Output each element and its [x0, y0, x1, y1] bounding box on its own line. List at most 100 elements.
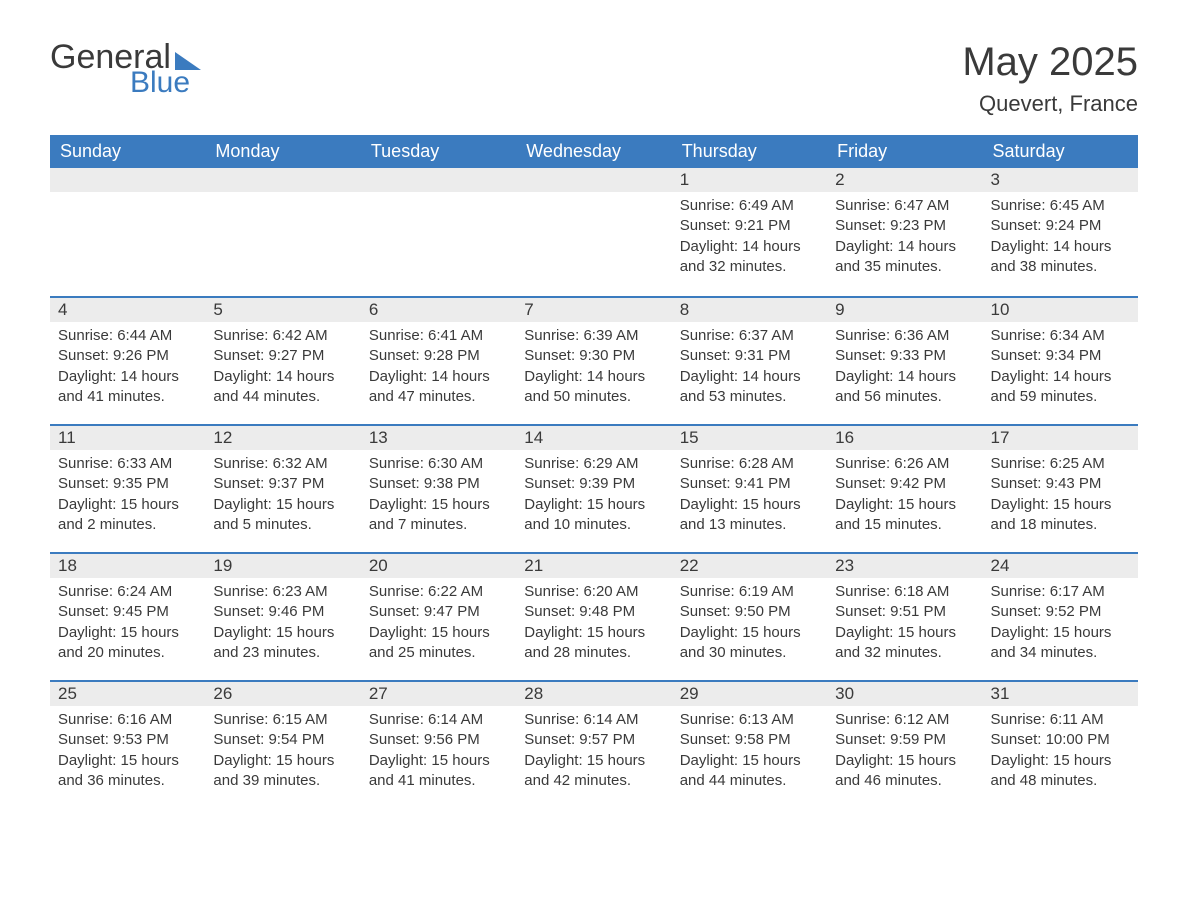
daylight-text: Daylight: 14 hours and 50 minutes.: [524, 367, 663, 408]
calendar-day-cell: 22Sunrise: 6:19 AMSunset: 9:50 PMDayligh…: [672, 552, 827, 680]
day-details: Sunrise: 6:17 AMSunset: 9:52 PMDaylight:…: [983, 578, 1138, 673]
day-details: Sunrise: 6:18 AMSunset: 9:51 PMDaylight:…: [827, 578, 982, 673]
sunset-text: Sunset: 9:45 PM: [58, 602, 197, 622]
calendar-week-row: 1Sunrise: 6:49 AMSunset: 9:21 PMDaylight…: [50, 168, 1138, 296]
sunset-text: Sunset: 9:53 PM: [58, 730, 197, 750]
sunrise-text: Sunrise: 6:36 AM: [835, 326, 974, 346]
day-number-bar-empty: [50, 168, 205, 192]
daylight-text: Daylight: 15 hours and 2 minutes.: [58, 495, 197, 536]
daylight-text: Daylight: 15 hours and 7 minutes.: [369, 495, 508, 536]
sunrise-text: Sunrise: 6:44 AM: [58, 326, 197, 346]
day-number: 28: [516, 680, 671, 706]
day-number: 19: [205, 552, 360, 578]
day-details: Sunrise: 6:42 AMSunset: 9:27 PMDaylight:…: [205, 322, 360, 417]
daylight-text: Daylight: 14 hours and 38 minutes.: [991, 237, 1130, 278]
sunrise-text: Sunrise: 6:45 AM: [991, 196, 1130, 216]
calendar-day-cell: [361, 168, 516, 296]
sunrise-text: Sunrise: 6:42 AM: [213, 326, 352, 346]
calendar-day-cell: 19Sunrise: 6:23 AMSunset: 9:46 PMDayligh…: [205, 552, 360, 680]
day-number: 11: [50, 424, 205, 450]
calendar-day-cell: 25Sunrise: 6:16 AMSunset: 9:53 PMDayligh…: [50, 680, 205, 808]
daylight-text: Daylight: 14 hours and 56 minutes.: [835, 367, 974, 408]
sunset-text: Sunset: 9:47 PM: [369, 602, 508, 622]
weekday-header: Friday: [827, 135, 982, 168]
day-number: 22: [672, 552, 827, 578]
daylight-text: Daylight: 15 hours and 13 minutes.: [680, 495, 819, 536]
sunset-text: Sunset: 9:54 PM: [213, 730, 352, 750]
day-details: Sunrise: 6:25 AMSunset: 9:43 PMDaylight:…: [983, 450, 1138, 545]
day-details: Sunrise: 6:30 AMSunset: 9:38 PMDaylight:…: [361, 450, 516, 545]
day-number: 13: [361, 424, 516, 450]
daylight-text: Daylight: 15 hours and 46 minutes.: [835, 751, 974, 792]
daylight-text: Daylight: 14 hours and 44 minutes.: [213, 367, 352, 408]
weekday-header: Sunday: [50, 135, 205, 168]
sunset-text: Sunset: 9:38 PM: [369, 474, 508, 494]
daylight-text: Daylight: 15 hours and 5 minutes.: [213, 495, 352, 536]
logo-word-blue: Blue: [130, 68, 201, 98]
daylight-text: Daylight: 14 hours and 41 minutes.: [58, 367, 197, 408]
daylight-text: Daylight: 15 hours and 36 minutes.: [58, 751, 197, 792]
day-number-bar-empty: [516, 168, 671, 192]
sunset-text: Sunset: 9:41 PM: [680, 474, 819, 494]
sunset-text: Sunset: 9:26 PM: [58, 346, 197, 366]
calendar-day-cell: 6Sunrise: 6:41 AMSunset: 9:28 PMDaylight…: [361, 296, 516, 424]
day-details: Sunrise: 6:28 AMSunset: 9:41 PMDaylight:…: [672, 450, 827, 545]
day-number: 18: [50, 552, 205, 578]
sunset-text: Sunset: 9:42 PM: [835, 474, 974, 494]
daylight-text: Daylight: 15 hours and 44 minutes.: [680, 751, 819, 792]
day-details: Sunrise: 6:36 AMSunset: 9:33 PMDaylight:…: [827, 322, 982, 417]
day-details: Sunrise: 6:29 AMSunset: 9:39 PMDaylight:…: [516, 450, 671, 545]
day-number: 8: [672, 296, 827, 322]
sunset-text: Sunset: 9:57 PM: [524, 730, 663, 750]
sunset-text: Sunset: 9:48 PM: [524, 602, 663, 622]
daylight-text: Daylight: 14 hours and 32 minutes.: [680, 237, 819, 278]
sunrise-text: Sunrise: 6:30 AM: [369, 454, 508, 474]
day-details: Sunrise: 6:14 AMSunset: 9:56 PMDaylight:…: [361, 706, 516, 801]
day-details: Sunrise: 6:39 AMSunset: 9:30 PMDaylight:…: [516, 322, 671, 417]
sunrise-text: Sunrise: 6:26 AM: [835, 454, 974, 474]
day-number: 6: [361, 296, 516, 322]
sunset-text: Sunset: 9:51 PM: [835, 602, 974, 622]
calendar-day-cell: 4 Sunrise: 6:44 AMSunset: 9:26 PMDaylight…: [50, 296, 205, 424]
calendar-day-cell: 13Sunrise: 6:30 AMSunset: 9:38 PMDayligh…: [361, 424, 516, 552]
day-number: 23: [827, 552, 982, 578]
daylight-text: Daylight: 15 hours and 39 minutes.: [213, 751, 352, 792]
daylight-text: Daylight: 15 hours and 10 minutes.: [524, 495, 663, 536]
sunrise-text: Sunrise: 6:37 AM: [680, 326, 819, 346]
day-details: Sunrise: 6:49 AMSunset: 9:21 PMDaylight:…: [672, 192, 827, 287]
calendar-day-cell: 11 Sunrise: 6:33 AMSunset: 9:35 PMDayligh…: [50, 424, 205, 552]
calendar-day-cell: 21Sunrise: 6:20 AMSunset: 9:48 PMDayligh…: [516, 552, 671, 680]
calendar-week-row: 18Sunrise: 6:24 AMSunset: 9:45 PMDayligh…: [50, 552, 1138, 680]
sunrise-text: Sunrise: 6:25 AM: [991, 454, 1130, 474]
day-details: Sunrise: 6:20 AMSunset: 9:48 PMDaylight:…: [516, 578, 671, 673]
sunset-text: Sunset: 9:24 PM: [991, 216, 1130, 236]
day-number: 4: [50, 296, 205, 322]
sunrise-text: Sunrise: 6:11 AM: [991, 710, 1130, 730]
daylight-text: Daylight: 15 hours and 25 minutes.: [369, 623, 508, 664]
header: General Blue May 2025 Quevert, France: [50, 40, 1138, 117]
daylight-text: Daylight: 15 hours and 20 minutes.: [58, 623, 197, 664]
daylight-text: Daylight: 15 hours and 28 minutes.: [524, 623, 663, 664]
day-number: 27: [361, 680, 516, 706]
weekday-header-row: Sunday Monday Tuesday Wednesday Thursday…: [50, 135, 1138, 168]
sunrise-text: Sunrise: 6:17 AM: [991, 582, 1130, 602]
day-details: Sunrise: 6:45 AMSunset: 9:24 PMDaylight:…: [983, 192, 1138, 287]
day-details: Sunrise: 6:26 AMSunset: 9:42 PMDaylight:…: [827, 450, 982, 545]
calendar-day-cell: 8Sunrise: 6:37 AMSunset: 9:31 PMDaylight…: [672, 296, 827, 424]
sunset-text: Sunset: 9:33 PM: [835, 346, 974, 366]
daylight-text: Daylight: 15 hours and 32 minutes.: [835, 623, 974, 664]
calendar-day-cell: 10Sunrise: 6:34 AMSunset: 9:34 PMDayligh…: [983, 296, 1138, 424]
sunset-text: Sunset: 9:35 PM: [58, 474, 197, 494]
sunset-text: Sunset: 9:56 PM: [369, 730, 508, 750]
day-details: Sunrise: 6:41 AMSunset: 9:28 PMDaylight:…: [361, 322, 516, 417]
sunset-text: Sunset: 9:52 PM: [991, 602, 1130, 622]
day-number: 1: [672, 168, 827, 192]
day-number: 16: [827, 424, 982, 450]
day-details: Sunrise: 6:22 AMSunset: 9:47 PMDaylight:…: [361, 578, 516, 673]
sunset-text: Sunset: 9:50 PM: [680, 602, 819, 622]
sunrise-text: Sunrise: 6:33 AM: [58, 454, 197, 474]
day-number: 21: [516, 552, 671, 578]
day-number-bar-empty: [205, 168, 360, 192]
sunset-text: Sunset: 9:37 PM: [213, 474, 352, 494]
day-number: 7: [516, 296, 671, 322]
